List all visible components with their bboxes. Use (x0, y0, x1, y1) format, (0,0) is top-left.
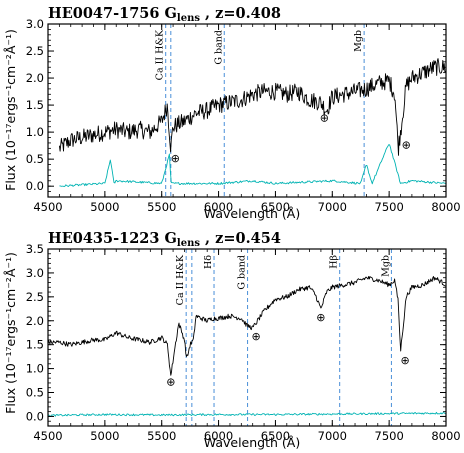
x-tick-label: 5500 (147, 429, 176, 443)
y-tick-label: 0.0 (26, 409, 44, 423)
x-tick-label: 7000 (318, 200, 347, 214)
x-tick-label: 8000 (431, 429, 460, 443)
telluric-marker: ⊕ (320, 111, 329, 124)
y-tick-label: 1.0 (26, 125, 44, 139)
line-marker-label: Ca II H&K (175, 254, 186, 305)
x-tick-label: 7500 (375, 200, 404, 214)
y-tick-label: 2.5 (26, 44, 44, 58)
y-tick-label: 1.5 (26, 98, 44, 112)
panel-he0047: HE0047-1756 Glens , z=0.408 Ca II H&K G b… (3, 5, 461, 221)
x-tick-label: 6500 (261, 429, 290, 443)
line-marker-label: Hβ (329, 254, 340, 268)
x-axis-label: Wavelength (Å) (204, 206, 300, 221)
x-axis-label: Wavelength (Å) (204, 435, 300, 450)
y-axis-label: Flux (10⁻¹⁷ergs⁻¹cm⁻²Å⁻¹) (3, 252, 18, 414)
x-tick-label: 6000 (204, 200, 233, 214)
line-marker-label: Hδ (203, 255, 214, 269)
line-marker-label: G band (237, 255, 248, 290)
x-tick-label: 6500 (261, 200, 290, 214)
sky-line (47, 411, 446, 417)
x-tick-label: 8000 (431, 200, 460, 214)
line-marker-label: Ca II H&K (155, 29, 166, 80)
spectrum-line (47, 275, 446, 376)
x-tick-label: 7500 (375, 429, 404, 443)
x-tick-label: 6000 (204, 429, 233, 443)
y-tick-label: 1.0 (26, 362, 44, 376)
y-tick-label: 2.0 (26, 314, 44, 328)
axes-frame (47, 248, 447, 427)
telluric-marker: ⊕ (400, 354, 409, 367)
x-tick-label: 5000 (90, 200, 119, 214)
telluric-marker: ⊕ (171, 152, 180, 165)
x-tick-label: 4500 (33, 200, 62, 214)
y-tick-label: 2.0 (26, 71, 44, 85)
y-tick-label: 0.5 (26, 386, 44, 400)
y-tick-label: 2.5 (26, 290, 44, 304)
x-tick-label: 7000 (318, 429, 347, 443)
y-tick-label: 1.5 (26, 338, 44, 352)
line-marker-label: G band (213, 30, 224, 65)
y-tick-label: 3.0 (26, 266, 44, 280)
telluric-marker: ⊕ (251, 330, 260, 343)
telluric-marker: ⊕ (402, 138, 411, 151)
panel-title: HE0435-1223 Glens , z=0.454 (48, 230, 281, 249)
sky-line (59, 144, 447, 187)
y-tick-label: 0.0 (26, 179, 44, 193)
y-tick-label: 3.0 (26, 17, 44, 31)
line-marker-label: Mgb (353, 30, 364, 52)
panel-title: HE0047-1756 Glens , z=0.408 (48, 5, 281, 24)
x-tick-label: 5500 (147, 200, 176, 214)
telluric-marker: ⊕ (316, 311, 325, 324)
y-tick-label: 3.5 (26, 242, 44, 256)
y-axis-label: Flux (10⁻¹⁷ergs⁻¹cm⁻²Å⁻¹) (3, 29, 18, 191)
telluric-marker: ⊕ (166, 375, 175, 388)
spectrum-line (58, 58, 446, 156)
y-tick-label: 0.5 (26, 152, 44, 166)
panel-he0435: HE0435-1223 Glens , z=0.454 Ca II H&K Hδ G… (3, 230, 461, 450)
x-tick-label: 4500 (33, 429, 62, 443)
x-tick-label: 5000 (90, 429, 119, 443)
line-marker-label: Mgb (380, 255, 391, 277)
